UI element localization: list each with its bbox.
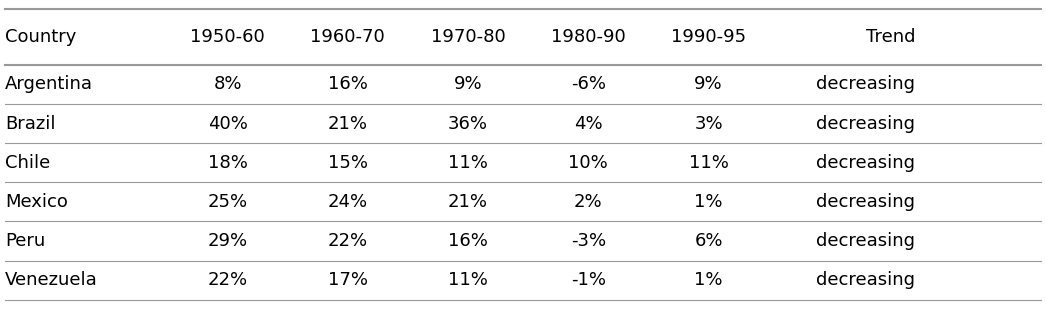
Text: 16%: 16%: [448, 232, 488, 250]
Text: 40%: 40%: [207, 115, 248, 133]
Text: 4%: 4%: [574, 115, 602, 133]
Text: 10%: 10%: [568, 154, 609, 172]
Text: decreasing: decreasing: [816, 271, 915, 289]
Text: Trend: Trend: [866, 28, 915, 46]
Text: 21%: 21%: [448, 193, 488, 211]
Text: 8%: 8%: [213, 75, 242, 93]
Text: 3%: 3%: [695, 115, 723, 133]
Text: 2%: 2%: [574, 193, 602, 211]
Text: 11%: 11%: [688, 154, 729, 172]
Text: -6%: -6%: [571, 75, 606, 93]
Text: 11%: 11%: [448, 154, 488, 172]
Text: Mexico: Mexico: [5, 193, 68, 211]
Text: -3%: -3%: [571, 232, 606, 250]
Text: 16%: 16%: [327, 75, 368, 93]
Text: 15%: 15%: [327, 154, 368, 172]
Text: 1990-95: 1990-95: [672, 28, 746, 46]
Text: 11%: 11%: [448, 271, 488, 289]
Text: decreasing: decreasing: [816, 193, 915, 211]
Text: 1950-60: 1950-60: [190, 28, 265, 46]
Text: 1980-90: 1980-90: [551, 28, 626, 46]
Text: 6%: 6%: [695, 232, 723, 250]
Text: 22%: 22%: [207, 271, 248, 289]
Text: 25%: 25%: [207, 193, 248, 211]
Text: Country: Country: [5, 28, 76, 46]
Text: Peru: Peru: [5, 232, 45, 250]
Text: 9%: 9%: [695, 75, 723, 93]
Text: Argentina: Argentina: [5, 75, 93, 93]
Text: 1970-80: 1970-80: [431, 28, 505, 46]
Text: Brazil: Brazil: [5, 115, 55, 133]
Text: 17%: 17%: [327, 271, 368, 289]
Text: 36%: 36%: [448, 115, 488, 133]
Text: 22%: 22%: [327, 232, 368, 250]
Text: Chile: Chile: [5, 154, 50, 172]
Text: 21%: 21%: [327, 115, 368, 133]
Text: decreasing: decreasing: [816, 115, 915, 133]
Text: decreasing: decreasing: [816, 232, 915, 250]
Text: 24%: 24%: [327, 193, 368, 211]
Text: 1960-70: 1960-70: [311, 28, 385, 46]
Text: 1%: 1%: [695, 193, 723, 211]
Text: 1%: 1%: [695, 271, 723, 289]
Text: 18%: 18%: [207, 154, 248, 172]
Text: decreasing: decreasing: [816, 75, 915, 93]
Text: Venezuela: Venezuela: [5, 271, 98, 289]
Text: 9%: 9%: [454, 75, 482, 93]
Text: -1%: -1%: [571, 271, 606, 289]
Text: 29%: 29%: [207, 232, 248, 250]
Text: decreasing: decreasing: [816, 154, 915, 172]
